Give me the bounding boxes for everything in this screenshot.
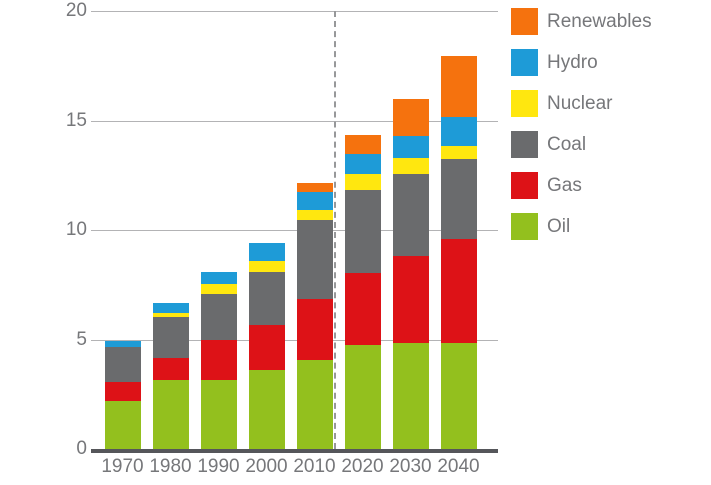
bar-segment-2010-hydro <box>296 191 333 211</box>
legend-swatch-nuclear <box>511 90 538 117</box>
bar-segment-2040-oil <box>440 342 477 449</box>
plot-area <box>91 11 498 449</box>
bar-segment-2030-coal <box>392 174 429 257</box>
bar-segment-2030-gas <box>392 256 429 343</box>
legend-swatch-renewables <box>511 8 538 35</box>
bar-2040 <box>440 55 477 449</box>
bar-segment-2010-oil <box>296 360 333 449</box>
legend-label-hydro: Hydro <box>547 51 598 73</box>
bar-segment-1980-hydro <box>152 303 189 314</box>
x-tick-2000: 2000 <box>245 456 288 477</box>
legend-label-oil: Oil <box>547 215 571 237</box>
legend-swatch-oil <box>511 213 538 240</box>
bar-segment-2010-renewables <box>296 182 333 192</box>
bar-segment-2020-gas <box>344 272 381 345</box>
x-tick-2040: 2040 <box>437 456 480 477</box>
bar-segment-2040-nuclear <box>440 145 477 159</box>
x-tick-2010: 2010 <box>293 456 336 477</box>
bar-segment-1980-oil <box>152 380 189 449</box>
bar-segment-2030-nuclear <box>392 157 429 175</box>
x-tick-1990: 1990 <box>197 456 240 477</box>
x-tick-1970: 1970 <box>101 456 144 477</box>
y-tick-5: 5 <box>76 328 87 350</box>
bar-segment-1980-coal <box>152 316 189 359</box>
bar-segment-2000-hydro <box>248 243 285 261</box>
bar-1990 <box>200 271 237 449</box>
bar-segment-2000-gas <box>248 325 285 371</box>
gridline-y-5 <box>91 339 498 341</box>
bar-segment-2000-oil <box>248 370 285 449</box>
bar-segment-2040-renewables <box>440 55 477 118</box>
bar-segment-2010-coal <box>296 220 333 299</box>
bar-segment-2010-nuclear <box>296 210 333 221</box>
y-tick-0: 0 <box>76 438 87 459</box>
x-tick-2030: 2030 <box>389 456 432 477</box>
bar-segment-1980-gas <box>152 358 189 381</box>
bar-segment-2020-coal <box>344 189 381 273</box>
y-tick-20: 20 <box>65 0 87 21</box>
x-tick-2020: 2020 <box>341 456 384 477</box>
bar-segment-2020-hydro <box>344 154 381 175</box>
legend-swatch-coal <box>511 131 538 158</box>
x-axis-line <box>91 449 498 453</box>
legend-label-gas: Gas <box>547 174 582 196</box>
gridline-y-15 <box>91 120 498 122</box>
y-tick-15: 15 <box>65 109 87 131</box>
bar-segment-1990-coal <box>200 293 237 340</box>
bar-segment-1970-hydro <box>104 340 141 348</box>
bar-segment-1990-oil <box>200 380 237 449</box>
legend-label-renewables: Renewables <box>547 10 652 32</box>
bar-segment-1970-coal <box>104 347 141 383</box>
gridline-y-20 <box>91 11 498 12</box>
bar-segment-1970-gas <box>104 382 141 401</box>
bar-2030 <box>392 98 429 449</box>
bar-2000 <box>248 243 285 449</box>
gridline-y-10 <box>91 230 498 231</box>
bar-segment-2040-hydro <box>440 117 477 146</box>
bar-segment-2030-renewables <box>392 98 429 136</box>
legend-label-nuclear: Nuclear <box>547 92 613 114</box>
forecast-divider-line <box>333 11 336 449</box>
bar-segment-2000-nuclear <box>248 260 285 272</box>
legend-swatch-hydro <box>511 49 538 76</box>
bar-segment-1980-nuclear <box>152 313 189 317</box>
bar-segment-2020-renewables <box>344 134 381 155</box>
bar-segment-2040-coal <box>440 158 477 239</box>
bar-segment-2020-nuclear <box>344 174 381 190</box>
bar-2020 <box>344 134 381 449</box>
bar-segment-2040-gas <box>440 238 477 343</box>
bar-segment-2030-hydro <box>392 135 429 158</box>
bar-segment-2000-coal <box>248 271 285 326</box>
bar-segment-1970-oil <box>104 400 141 449</box>
bar-segment-2020-oil <box>344 344 381 449</box>
y-tick-10: 10 <box>65 219 87 240</box>
bar-segment-1990-nuclear <box>200 283 237 294</box>
bar-1970 <box>104 340 141 449</box>
bar-1980 <box>152 303 189 449</box>
legend-label-coal: Coal <box>547 133 587 155</box>
bar-2010 <box>296 182 333 449</box>
bar-segment-1990-hydro <box>200 271 237 284</box>
bar-segment-1990-gas <box>200 339 237 381</box>
legend-swatch-gas <box>511 172 538 199</box>
bar-segment-2030-oil <box>392 342 429 449</box>
x-tick-1980: 1980 <box>149 456 192 477</box>
bar-segment-2010-gas <box>296 299 333 361</box>
